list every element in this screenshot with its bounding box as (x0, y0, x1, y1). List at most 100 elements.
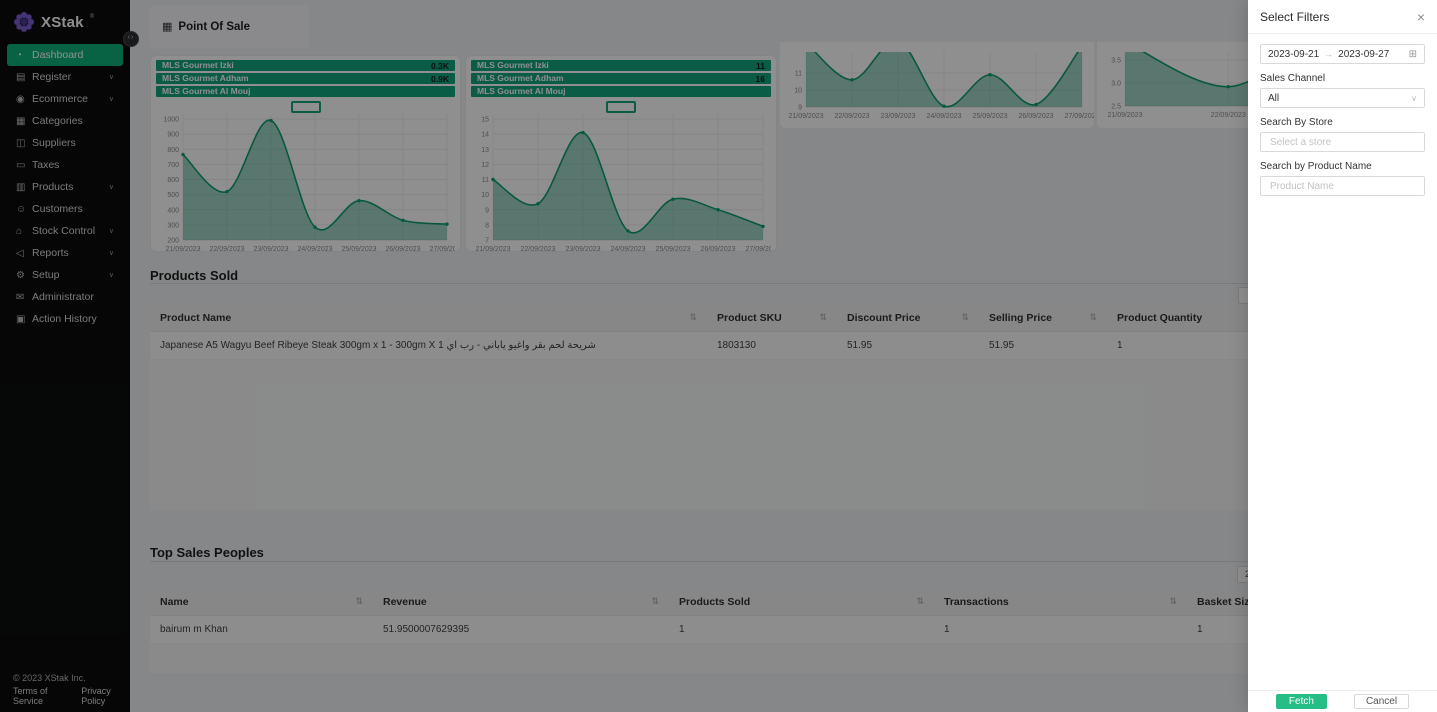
column-header-label: Selling Price (989, 312, 1053, 324)
svg-text:11: 11 (795, 71, 802, 78)
sidebar-item-customers[interactable]: ☺ Customers (7, 198, 123, 220)
sidebar-item-label: Action History (32, 313, 97, 325)
legend-row[interactable]: MLS Gourmet Adham 16 (471, 73, 771, 84)
svg-text:22/09/2023: 22/09/2023 (209, 246, 244, 253)
sort-icon[interactable]: ⇅ (819, 312, 827, 322)
chart-legend-list: MLS Gourmet Izki 11 MLS Gourmet Adham 16 MLS… (471, 60, 771, 97)
sidebar-item-label: Customers (32, 203, 83, 215)
svg-text:600: 600 (167, 177, 179, 184)
legend-row[interactable]: MLS Gourmet Izki 11 (471, 60, 771, 71)
sort-icon[interactable]: ⇅ (651, 596, 659, 606)
legend-row[interactable]: MLS Gourmet Al Mouj (471, 86, 771, 97)
column-header-label: Product SKU (717, 312, 782, 324)
sort-icon[interactable]: ⇅ (689, 312, 697, 322)
svg-text:500: 500 (167, 192, 179, 199)
sidebar-item-products[interactable]: ▥ Products ∨ (7, 176, 123, 198)
svg-text:21/09/2023: 21/09/2023 (1107, 112, 1142, 119)
sort-icon[interactable]: ⇅ (916, 596, 924, 606)
sort-icon[interactable]: ⇅ (1169, 596, 1177, 606)
sidebar-item-categories[interactable]: ▦ Categories (7, 110, 123, 132)
svg-text:400: 400 (167, 207, 179, 214)
sidebar-item-taxes[interactable]: ▭ Taxes (7, 154, 123, 176)
sidebar-item-action-history[interactable]: ▣ Action History (7, 308, 123, 330)
sort-icon[interactable]: ⇅ (355, 596, 363, 606)
product-name-input[interactable] (1268, 179, 1417, 193)
column-header-label: Product Quantity (1117, 312, 1203, 324)
table-cell: 1 (934, 615, 1187, 644)
column-header[interactable]: Discount Price ⇅ (837, 305, 979, 332)
legend-value: 16 (755, 73, 765, 84)
drawer-mask[interactable] (0, 0, 1248, 712)
legend-value: 0.3K (431, 60, 449, 71)
sidebar-item-label: Reports (32, 247, 69, 259)
date-range-picker[interactable]: 2023-09-21 → 2023-09-27 ⊞ (1260, 44, 1425, 64)
series-legend-marker[interactable] (290, 101, 321, 113)
sidebar-item-label: Products (32, 181, 74, 193)
series-legend-marker[interactable] (606, 101, 636, 113)
svg-text:900: 900 (167, 132, 179, 139)
svg-text:15: 15 (481, 117, 489, 124)
store-search-input[interactable] (1268, 135, 1417, 149)
legend-label: MLS Gourmet Al Mouj (477, 86, 566, 96)
svg-text:26/09/2023: 26/09/2023 (1018, 113, 1053, 120)
column-header[interactable]: Products Sold ⇅ (669, 589, 934, 616)
column-header-label: Discount Price (847, 312, 921, 324)
column-header[interactable]: Product Name ⇅ (150, 305, 707, 332)
sidebar-collapse-toggle[interactable]: ‹› (123, 31, 139, 47)
svg-text:27/09/2023: 27/09/2023 (1064, 113, 1094, 120)
chart-card-revenue: MLS Gourmet Izki 0.3K MLS Gourmet Adham 0.9… (150, 55, 461, 253)
register-icon: ▤ (16, 71, 26, 83)
sidebar-item-administrator[interactable]: ✉ Administrator (7, 286, 123, 308)
column-header[interactable]: Revenue ⇅ (373, 589, 669, 616)
sidebar-item-ecommerce[interactable]: ◉ Ecommerce ∨ (7, 88, 123, 110)
sidebar-item-register[interactable]: ▤ Register ∨ (7, 66, 123, 88)
sidebar-item-setup[interactable]: ⚙ Setup ∨ (7, 264, 123, 286)
sidebar-item-reports[interactable]: ◁ Reports ∨ (7, 242, 123, 264)
svg-text:21/09/2023: 21/09/2023 (165, 246, 200, 253)
sort-icon[interactable]: ⇅ (1089, 312, 1097, 322)
svg-text:27/09/2023: 27/09/2023 (429, 246, 455, 253)
end-date-value[interactable]: 2023-09-27 (1338, 48, 1390, 60)
column-header[interactable]: Transactions ⇅ (934, 589, 1187, 616)
svg-text:700: 700 (167, 162, 179, 169)
stock-control-icon: ⌂ (16, 225, 23, 237)
sidebar-item-dashboard[interactable]: ◔ Dashboard (7, 44, 123, 66)
sales-channel-select[interactable]: All ∨ (1260, 88, 1425, 108)
column-header-label: Product Name (160, 312, 232, 324)
start-date-value[interactable]: 2023-09-21 (1268, 48, 1320, 60)
ecommerce-icon: ◉ (16, 93, 25, 105)
legend-row[interactable]: MLS Gourmet Izki 0.3K (156, 60, 455, 71)
terms-of-service-link[interactable]: Terms of Service (13, 686, 48, 706)
legend-row[interactable]: MLS Gourmet Al Mouj (156, 86, 455, 97)
sidebar-item-suppliers[interactable]: ◫ Suppliers (7, 132, 123, 154)
close-icon[interactable]: × (1416, 8, 1425, 25)
cancel-button[interactable]: Cancel (1353, 694, 1410, 709)
sidebar-item-label: Stock Control (32, 225, 96, 237)
reports-icon: ◁ (16, 247, 24, 259)
sort-icon[interactable]: ⇅ (961, 312, 969, 322)
privacy-policy-link[interactable]: Privacy Policy (81, 686, 111, 706)
column-header[interactable]: Selling Price ⇅ (979, 305, 1107, 332)
fetch-button[interactable]: Fetch (1275, 694, 1327, 709)
sidebar-item-stock-control[interactable]: ⌂ Stock Control ∨ (7, 220, 123, 242)
sidebar-menu: ◔ Dashboard ▤ Register ∨ ◉ Ecommerce ∨ ▦ Categori… (0, 44, 130, 330)
legend-value: 11 (756, 60, 765, 71)
logo-registered-mark: ® (89, 14, 95, 20)
column-header-label: Revenue (383, 596, 427, 608)
sidebar-item-label: Setup (32, 269, 60, 281)
sidebar: XStak ® ◔ Dashboard ▤ Register ∨ ◉ Ecommerce ∨ ▦… (0, 0, 130, 712)
legend-value: 0.9K (431, 73, 449, 84)
sidebar-item-label: Taxes (32, 159, 60, 171)
column-header[interactable]: Product SKU ⇅ (707, 305, 837, 332)
svg-text:22/09/2023: 22/09/2023 (520, 246, 555, 253)
legend-row[interactable]: MLS Gourmet Adham 0.9K (156, 73, 455, 84)
logo-text: XStak (41, 13, 84, 31)
sidebar-item-label: Register (32, 71, 72, 83)
column-header[interactable]: Name ⇅ (150, 589, 373, 616)
chart-legend-list: MLS Gourmet Izki 0.3K MLS Gourmet Adham 0.9… (156, 60, 455, 97)
tab-point-of-sale[interactable]: ▦ Point Of Sale (150, 5, 310, 48)
store-label: Search By Store (1260, 117, 1333, 128)
action-history-icon: ▣ (16, 313, 26, 325)
legend-label: MLS Gourmet Adham (162, 73, 249, 83)
sidebar-item-label: Ecommerce (32, 93, 89, 105)
